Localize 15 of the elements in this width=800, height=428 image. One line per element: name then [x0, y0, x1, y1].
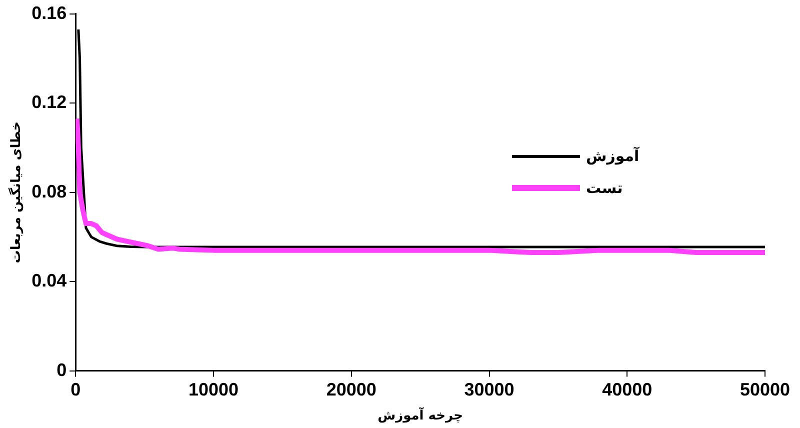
x-tick-label: 30000 — [464, 380, 514, 400]
legend-label: تست — [586, 179, 623, 197]
x-tick-label: 50000 — [740, 380, 790, 400]
legend-label: آموزش — [586, 147, 640, 165]
y-axis-title: خطای میانگین مربعات — [8, 121, 24, 264]
y-tick-label: 0.16 — [32, 2, 67, 23]
x-tick-label: 20000 — [326, 380, 376, 400]
y-tick-label: 0.12 — [32, 92, 67, 112]
y-tick-label: 0.08 — [32, 181, 67, 202]
x-tick-label: 40000 — [602, 380, 652, 400]
x-tick-label: 10000 — [188, 380, 239, 400]
x-tick-label: 0 — [70, 380, 81, 400]
x-axis-title: چرخه آموزش — [378, 406, 463, 424]
y-tick-label: 0.04 — [32, 270, 67, 291]
y-tick-label: 0 — [56, 360, 67, 380]
